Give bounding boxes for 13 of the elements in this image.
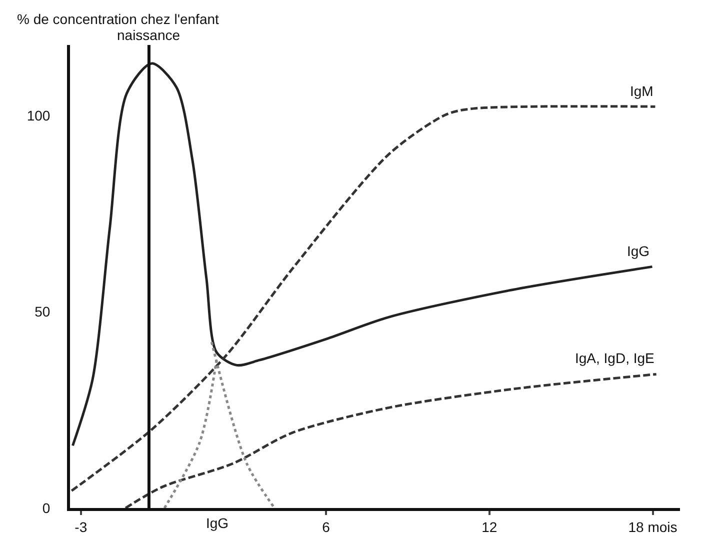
series-label: IgG (627, 243, 650, 259)
y-tick-label: 100 (26, 108, 50, 124)
x-tick-label: 12 (482, 518, 498, 535)
y-axis-title: % de concentration chez l'enfant (17, 11, 220, 27)
x-tick-label: 6 (322, 518, 330, 535)
text: IgG (206, 515, 229, 531)
ref-line-label: naissance (117, 27, 180, 43)
y-tick-label: 50 (34, 304, 50, 320)
series-label: IgA, IgD, IgE (575, 350, 654, 366)
x-tick-label: 18 mois (628, 518, 678, 535)
series-label: IgM (630, 83, 654, 99)
x-tick-label: -3 (74, 518, 88, 535)
y-tick-label: 0 (42, 500, 50, 516)
